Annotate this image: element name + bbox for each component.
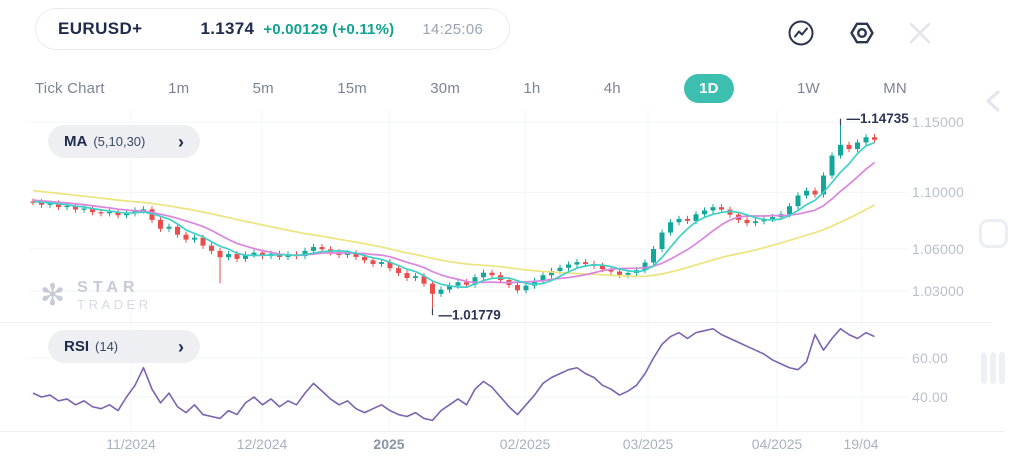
tab-30m[interactable]: 30m [430,79,461,97]
time-axis-label: 02/2025 [499,436,551,452]
rsi-params: (14) [95,339,119,354]
ma-indicator-button[interactable]: MA (5,10,30) › [48,125,200,158]
svg-text:—1.01779: —1.01779 [439,308,501,323]
time-axis-label: 03/2025 [622,436,674,452]
tab-1h[interactable]: 1h [523,79,541,97]
maximize-pane-icon[interactable] [979,219,1008,248]
tab-1d-selected[interactable]: 1D [684,73,734,103]
tab-mn[interactable]: MN [883,79,907,97]
star-logo-icon: ✻ [40,278,66,312]
symbol-name: EURUSD+ [58,19,143,38]
broker-watermark: ✻ STAR TRADER [40,279,152,312]
price-axis-label: 1.10000 [912,184,965,200]
rsi-axis-label: 40.00 [912,389,949,405]
tab-4h[interactable]: 4h [603,79,621,97]
rsi-label: RSI [64,338,90,355]
tab-5m[interactable]: 5m [252,79,274,97]
rsi-indicator-button[interactable]: RSI (14) › [48,330,200,363]
watermark-line2: TRADER [77,297,152,312]
tab-tick-chart[interactable]: Tick Chart [35,79,105,97]
rsi-axis-label: 60.00 [912,350,949,366]
time-axis-label: 11/2024 [106,436,156,452]
symbol-header[interactable]: EURUSD+ 1.1374 +0.00129 (+0.11%) 14:25:0… [35,8,511,50]
watermark-line1: STAR [77,279,140,296]
last-price: 1.1374 [200,19,255,38]
tab-15m[interactable]: 15m [337,79,367,97]
ma-label: MA [64,133,88,150]
chevron-right-icon: › [178,131,184,152]
tab-1m[interactable]: 1m [168,79,190,97]
timeframe-tabs: Tick Chart 1m 5m 15m 30m 1h 4h 1D 1W MN [35,71,907,105]
axis-divider [0,431,1005,432]
tab-1w[interactable]: 1W [797,79,820,97]
pane-divider [0,322,992,323]
price-change: +0.00129 (+0.11%) [263,20,395,38]
collapse-panel-chevron-icon[interactable] [983,89,1003,113]
time-axis-label: 04/2025 [751,436,803,452]
server-time: 14:25:06 [422,20,484,38]
price-axis-label: 1.03000 [912,283,965,299]
price-axis-label: 1.06000 [912,241,965,257]
svg-text:—1.14735: —1.14735 [847,111,910,126]
pane-resize-handle-icon[interactable] [981,352,1005,384]
close-icon[interactable] [906,19,934,47]
time-axis-label: 12/2024 [236,436,288,452]
ma-params: (5,10,30) [93,134,146,149]
price-axis-label: 1.15000 [912,114,965,130]
time-axis-label: 2025 [373,436,405,452]
time-axis-label: 19/04 [843,436,879,452]
indicator-icon[interactable] [787,19,815,47]
settings-gear-icon[interactable] [848,19,876,47]
chevron-right-icon: › [178,336,184,357]
